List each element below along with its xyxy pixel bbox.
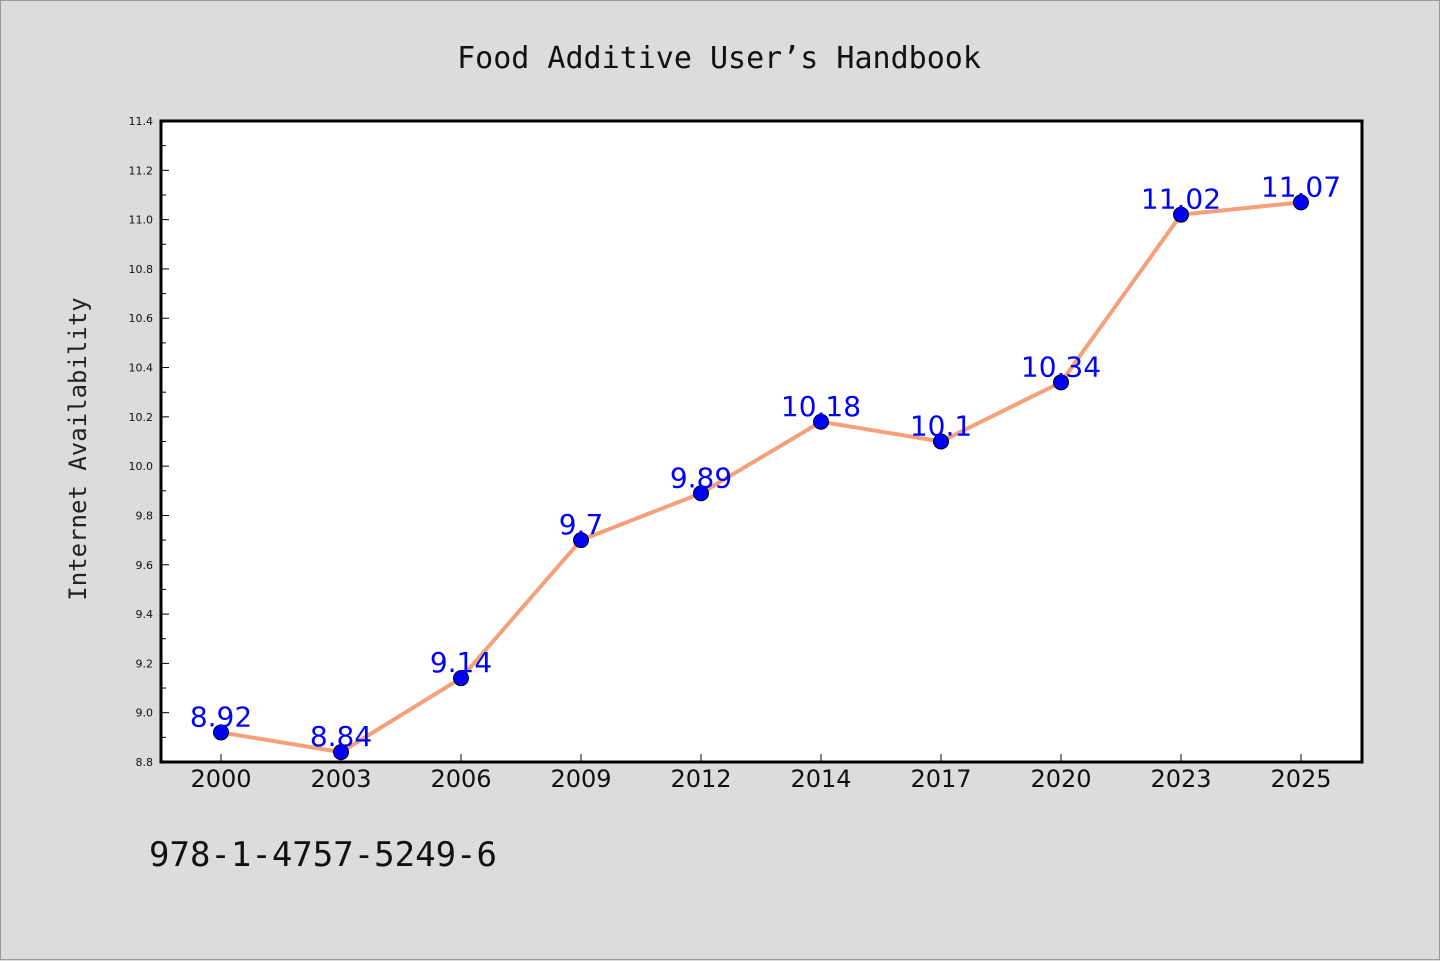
y-tick-label: 9.4 <box>136 608 154 621</box>
data-point <box>333 744 349 761</box>
x-tick-label: 2025 <box>1270 765 1331 793</box>
y-tick-label: 9.6 <box>136 559 154 572</box>
x-tick-label: 2020 <box>1030 765 1091 793</box>
data-point <box>453 670 469 687</box>
y-tick-label: 10.2 <box>129 411 154 424</box>
data-label: 8.84 <box>310 720 372 753</box>
y-axis: 8.8 9.0 9.2 9.4 9.6 9.8 10.0 10.2 10.4 10.6 10.8 11… <box>129 115 169 769</box>
plot-border <box>159 119 1364 764</box>
y-axis-label: Internet Availability <box>64 297 92 600</box>
x-tick-label: 2023 <box>1150 765 1211 793</box>
y-tick-label: 10.8 <box>129 263 154 276</box>
x-tick-label: 2017 <box>910 765 971 793</box>
data-label: 10.18 <box>781 390 861 423</box>
y-tick-label: 10.6 <box>129 312 154 325</box>
data-point <box>1293 194 1309 211</box>
y-tick-label: 9.0 <box>136 707 154 720</box>
data-label: 11.02 <box>1141 183 1221 216</box>
data-point <box>1053 374 1069 391</box>
y-tick-label: 10.4 <box>129 362 154 375</box>
y-tick-label: 8.8 <box>136 756 154 769</box>
x-tick-label: 2009 <box>550 765 611 793</box>
data-point <box>573 532 589 549</box>
y-tick-label: 9.8 <box>136 509 154 522</box>
data-point <box>933 433 949 450</box>
data-label: 9.7 <box>559 508 604 541</box>
chart-title: Food Additive User’s Handbook <box>457 41 981 76</box>
x-tick-label: 2012 <box>670 765 731 793</box>
y-tick-label: 11.4 <box>129 115 154 128</box>
x-tick-label: 2014 <box>790 765 851 793</box>
x-tick-label: 2006 <box>430 765 491 793</box>
y-tick-label: 9.2 <box>136 657 154 670</box>
data-label: 10.34 <box>1021 350 1101 383</box>
y-tick-label: 11.0 <box>129 214 154 227</box>
data-labels: 8.92 8.84 9.14 9.7 9.89 10.18 10.1 10.34 11.02 11… <box>190 170 1341 753</box>
series-line <box>219 200 1303 755</box>
plot-area <box>161 121 1362 762</box>
x-tick-label: 2003 <box>310 765 371 793</box>
data-point <box>693 485 709 502</box>
data-label: 9.14 <box>430 646 492 679</box>
data-point <box>1173 206 1189 223</box>
data-markers <box>213 194 1309 761</box>
data-label: 10.1 <box>910 410 972 443</box>
y-tick-label: 11.2 <box>129 164 154 177</box>
data-label: 8.92 <box>190 700 252 733</box>
data-point <box>813 413 829 430</box>
data-point <box>213 724 229 741</box>
x-tick-label: 2000 <box>190 765 251 793</box>
y-tick-label: 10.0 <box>129 460 154 473</box>
isbn-text: 978-1-4757-5249-6 <box>149 835 497 875</box>
data-label: 11.07 <box>1261 170 1341 203</box>
x-axis: 2000 2003 2006 2009 2012 2014 2017 2020 2023 2025 <box>190 754 1332 793</box>
data-label: 9.89 <box>670 461 732 494</box>
